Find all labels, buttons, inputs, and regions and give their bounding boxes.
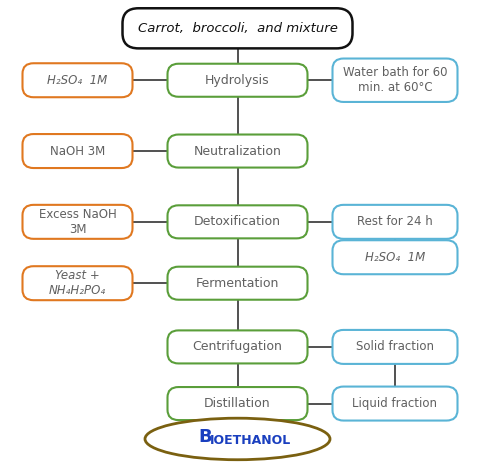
FancyBboxPatch shape bbox=[168, 135, 308, 168]
FancyBboxPatch shape bbox=[332, 205, 458, 239]
Text: Hydrolysis: Hydrolysis bbox=[205, 74, 270, 87]
Text: Water bath for 60
min. at 60°C: Water bath for 60 min. at 60°C bbox=[343, 66, 448, 94]
FancyBboxPatch shape bbox=[22, 205, 132, 239]
FancyBboxPatch shape bbox=[168, 330, 308, 363]
Text: Distillation: Distillation bbox=[204, 397, 271, 410]
Text: Excess NaOH
3M: Excess NaOH 3M bbox=[38, 208, 117, 236]
Text: Carrot,  broccoli,  and mixture: Carrot, broccoli, and mixture bbox=[138, 22, 338, 35]
Text: Solid fraction: Solid fraction bbox=[356, 340, 434, 354]
Text: Rest for 24 h: Rest for 24 h bbox=[357, 215, 433, 228]
Ellipse shape bbox=[145, 418, 330, 460]
FancyBboxPatch shape bbox=[332, 387, 458, 421]
Text: Neutralization: Neutralization bbox=[194, 144, 282, 158]
Text: H₂SO₄  1M: H₂SO₄ 1M bbox=[365, 251, 425, 264]
Text: B: B bbox=[198, 428, 212, 446]
Text: NaOH 3M: NaOH 3M bbox=[50, 144, 105, 158]
FancyBboxPatch shape bbox=[168, 64, 308, 97]
FancyBboxPatch shape bbox=[22, 266, 132, 300]
FancyBboxPatch shape bbox=[168, 387, 308, 420]
Text: IOETHANOL: IOETHANOL bbox=[210, 434, 291, 447]
Text: Detoxification: Detoxification bbox=[194, 215, 281, 228]
FancyBboxPatch shape bbox=[332, 330, 458, 364]
Text: Centrifugation: Centrifugation bbox=[192, 340, 282, 354]
FancyBboxPatch shape bbox=[332, 240, 458, 274]
FancyBboxPatch shape bbox=[332, 59, 458, 102]
Text: Liquid fraction: Liquid fraction bbox=[352, 397, 438, 410]
FancyBboxPatch shape bbox=[122, 8, 352, 49]
FancyBboxPatch shape bbox=[168, 205, 308, 238]
FancyBboxPatch shape bbox=[168, 267, 308, 300]
Text: H₂SO₄  1M: H₂SO₄ 1M bbox=[48, 74, 108, 87]
Text: Fermentation: Fermentation bbox=[196, 277, 279, 290]
FancyBboxPatch shape bbox=[22, 63, 132, 97]
Text: Yeast +
NH₄H₂PO₄: Yeast + NH₄H₂PO₄ bbox=[49, 269, 106, 297]
FancyBboxPatch shape bbox=[22, 134, 132, 168]
